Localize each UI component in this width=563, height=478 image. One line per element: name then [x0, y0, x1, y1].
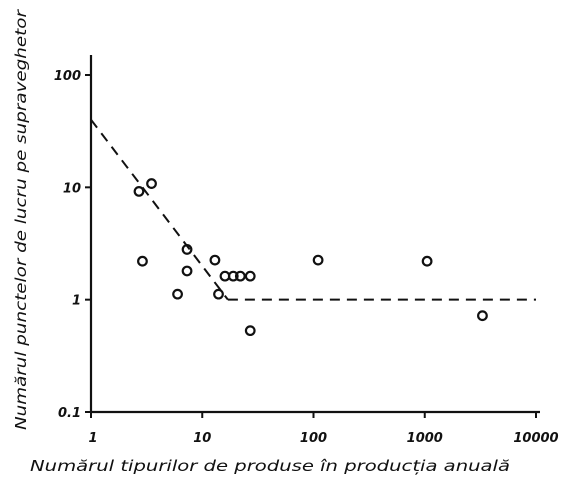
- data-point: [146, 178, 157, 189]
- data-point: [181, 244, 193, 255]
- trend-lines: [90, 119, 536, 301]
- data-point: [172, 288, 183, 300]
- data-point: [421, 255, 433, 267]
- data-point: [133, 186, 145, 197]
- y-tick-label: 100: [54, 69, 81, 84]
- y-tick-label: 0.1: [58, 406, 81, 421]
- x-axis-title: Numărul tipurilor de produse în producți…: [30, 457, 510, 475]
- data-point: [213, 288, 224, 300]
- x-tick-label: 1: [88, 431, 97, 446]
- trend-line: [90, 119, 229, 301]
- x-tick-label: 1000: [407, 431, 443, 446]
- data-points: [133, 178, 488, 337]
- x-tick-label: 100: [300, 431, 327, 446]
- data-point: [312, 254, 324, 266]
- data-point: [244, 270, 256, 282]
- data-point: [137, 255, 148, 267]
- y-axis-title: Numărul punctelor de lucru pe supraveghe…: [12, 9, 30, 430]
- data-point: [477, 310, 488, 322]
- data-point: [209, 254, 221, 266]
- data-point: [234, 270, 246, 282]
- x-ticks: 1 10 100 1000 10000: [88, 412, 559, 446]
- data-point: [244, 325, 256, 337]
- y-tick-label: 1: [72, 294, 81, 309]
- y-tick-label: 10: [63, 181, 81, 196]
- data-point: [227, 270, 239, 282]
- x-tick-label: 10: [193, 431, 211, 446]
- data-point: [181, 265, 193, 277]
- x-tick-label: 10000: [513, 431, 558, 446]
- y-ticks: 0.1 1 10 100: [54, 69, 91, 421]
